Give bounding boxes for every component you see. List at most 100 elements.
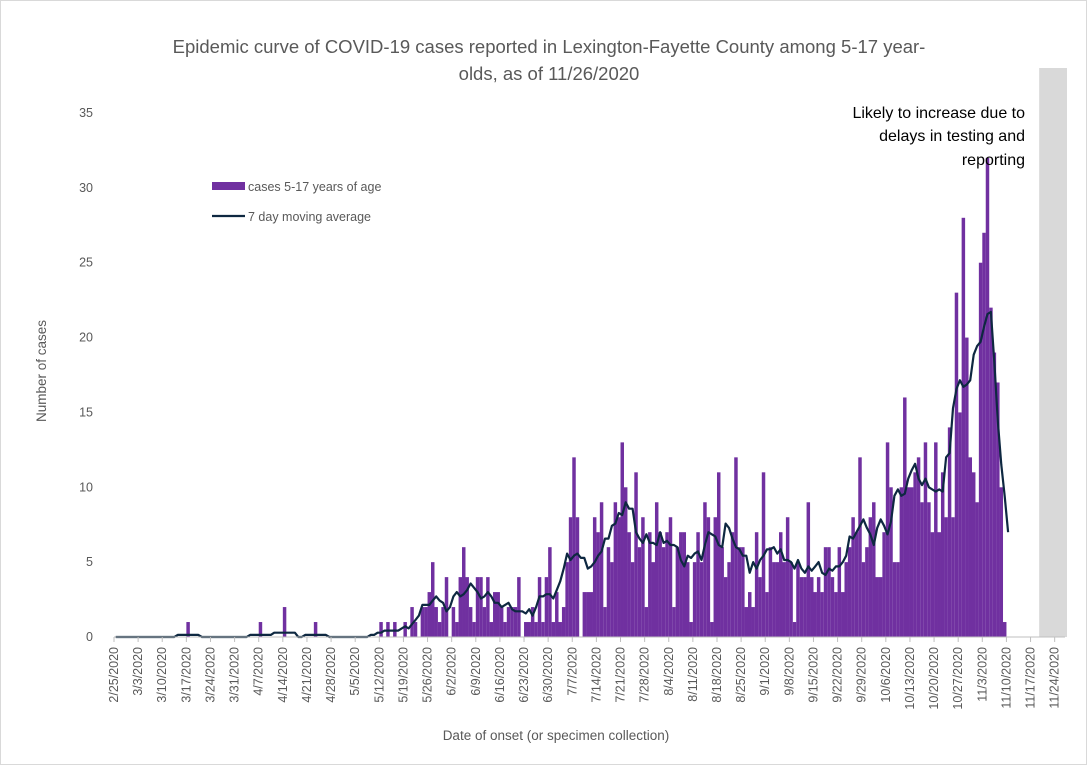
x-tick-label: 3/31/2020: [228, 647, 242, 703]
case-bar: [923, 442, 928, 637]
case-bar: [758, 577, 762, 637]
case-bar: [730, 532, 735, 637]
x-tick-label: 11/3/2020: [975, 647, 989, 702]
case-bar: [810, 577, 814, 637]
y-tick-label: 20: [79, 331, 93, 345]
x-tick-label: 4/7/2020: [252, 647, 266, 696]
annotation-line-1: Likely to increase due to: [852, 105, 1025, 122]
x-tick-label: 8/18/2020: [710, 647, 724, 703]
case-bar: [978, 262, 983, 637]
case-bar: [444, 577, 449, 637]
case-bar: [913, 472, 917, 637]
case-bar: [479, 577, 483, 637]
case-bar: [541, 622, 545, 637]
x-tick-label: 11/24/2020: [1048, 647, 1062, 709]
case-bar: [524, 622, 528, 637]
x-tick-label: 3/3/2020: [131, 647, 145, 696]
case-bar: [892, 562, 897, 637]
case-bar: [472, 622, 476, 637]
x-tick-label: 7/14/2020: [589, 647, 603, 703]
case-bar: [710, 622, 714, 637]
case-bar: [779, 532, 783, 637]
x-tick-label: 4/14/2020: [276, 647, 290, 703]
case-bar: [434, 607, 438, 637]
case-bar: [548, 547, 552, 637]
case-bar: [716, 472, 721, 637]
case-bar: [799, 577, 804, 637]
x-tick-label: 6/9/2020: [469, 647, 483, 696]
case-bar: [944, 517, 948, 637]
case-bar: [896, 562, 900, 637]
moving-average-line: [115, 310, 1010, 639]
case-bar: [754, 532, 759, 637]
case-bar: [313, 622, 318, 637]
case-bar: [916, 457, 921, 637]
case-bar: [961, 217, 966, 638]
case-bar: [672, 607, 676, 637]
case-bar: [682, 532, 687, 637]
case-bar: [668, 517, 673, 637]
x-tick-label: 11/17/2020: [1024, 647, 1038, 709]
case-bar: [823, 547, 828, 637]
x-tick-label: 7/21/2020: [614, 647, 628, 703]
case-bar: [940, 472, 945, 637]
case-bar: [882, 532, 886, 637]
case-bar: [830, 577, 835, 637]
case-bar: [996, 382, 1000, 637]
x-tick-label: 10/20/2020: [927, 647, 941, 710]
x-tick-label: 9/29/2020: [855, 647, 869, 703]
case-bar: [558, 622, 562, 637]
case-bar: [648, 532, 652, 637]
legend: cases 5-17 years of age 7 day moving ave…: [212, 180, 381, 224]
case-bar: [620, 442, 624, 637]
case-bar: [665, 532, 669, 637]
case-bar: [592, 517, 597, 637]
case-bar: [551, 622, 556, 637]
case-bar: [865, 547, 869, 637]
y-tick-label: 30: [79, 181, 93, 195]
case-bar: [820, 592, 824, 637]
x-tick-label: 2/25/2020: [107, 647, 121, 703]
case-bar: [930, 532, 935, 637]
case-bar: [841, 592, 845, 637]
case-bar: [651, 562, 656, 637]
case-bar: [534, 622, 538, 637]
case-bar: [792, 622, 797, 637]
case-bar: [971, 472, 976, 637]
case-bar: [909, 487, 914, 637]
case-bar: [527, 622, 531, 637]
case-bar: [568, 517, 573, 637]
case-bar: [589, 592, 593, 637]
case-bar: [424, 607, 428, 637]
x-tick-label: 3/17/2020: [179, 647, 193, 703]
case-bar: [606, 547, 611, 637]
y-tick-label: 5: [86, 555, 93, 569]
case-bar: [654, 502, 659, 637]
case-bar: [627, 532, 631, 637]
case-bar: [596, 532, 600, 637]
case-bar: [834, 592, 838, 637]
case-bar: [885, 442, 890, 637]
case-bar: [999, 487, 1004, 637]
case-bar: [927, 502, 931, 637]
case-bar: [379, 622, 383, 637]
case-bar: [713, 517, 718, 637]
x-tick-label: 7/7/2020: [565, 647, 579, 696]
case-bar: [816, 577, 821, 637]
x-tick-label: 4/28/2020: [324, 647, 338, 703]
case-bar: [465, 577, 469, 637]
case-bar: [689, 622, 693, 637]
case-bar: [403, 622, 407, 637]
x-tick-label: 10/13/2020: [903, 647, 917, 710]
case-bar: [803, 577, 807, 637]
x-tick-label: 6/23/2020: [517, 647, 531, 703]
x-tick-label: 8/4/2020: [662, 647, 676, 696]
case-bar: [458, 577, 463, 637]
case-bar: [410, 607, 414, 637]
annotation-line-3: reporting: [962, 152, 1025, 169]
case-bar: [496, 592, 500, 637]
case-bar: [679, 532, 683, 637]
case-bar: [692, 562, 697, 637]
case-bar: [517, 577, 521, 637]
